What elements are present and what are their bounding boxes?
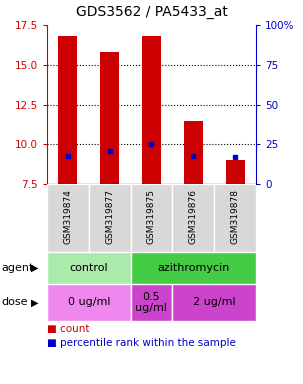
Text: agent: agent (2, 263, 34, 273)
Text: ■ percentile rank within the sample: ■ percentile rank within the sample (47, 338, 236, 348)
Bar (131, 284, 172, 321)
Text: ■ count: ■ count (47, 324, 89, 334)
Bar (172, 284, 256, 321)
Bar (172, 184, 214, 252)
Text: GSM319874: GSM319874 (63, 189, 72, 244)
Bar (47, 252, 131, 284)
Text: GSM319878: GSM319878 (231, 189, 240, 244)
Text: GSM319877: GSM319877 (105, 189, 114, 244)
Bar (226, 161, 245, 184)
Text: GSM319875: GSM319875 (147, 189, 156, 244)
Bar (131, 184, 172, 252)
Text: GSM319876: GSM319876 (189, 189, 198, 244)
Bar (142, 36, 161, 184)
Text: azithromycin: azithromycin (157, 263, 229, 273)
Text: GDS3562 / PA5433_at: GDS3562 / PA5433_at (75, 5, 228, 19)
Bar (214, 184, 256, 252)
Bar (47, 284, 131, 321)
Text: 0 ug/ml: 0 ug/ml (68, 297, 110, 308)
Bar (184, 121, 203, 184)
Text: 0.5
ug/ml: 0.5 ug/ml (135, 291, 168, 313)
Text: 2 ug/ml: 2 ug/ml (193, 297, 235, 308)
Bar (131, 252, 256, 284)
Text: control: control (69, 263, 108, 273)
Text: dose: dose (2, 297, 28, 308)
Bar (100, 52, 119, 184)
Bar (47, 184, 89, 252)
Bar (58, 36, 77, 184)
Text: ▶: ▶ (31, 297, 38, 308)
Bar (89, 184, 131, 252)
Text: ▶: ▶ (31, 263, 38, 273)
